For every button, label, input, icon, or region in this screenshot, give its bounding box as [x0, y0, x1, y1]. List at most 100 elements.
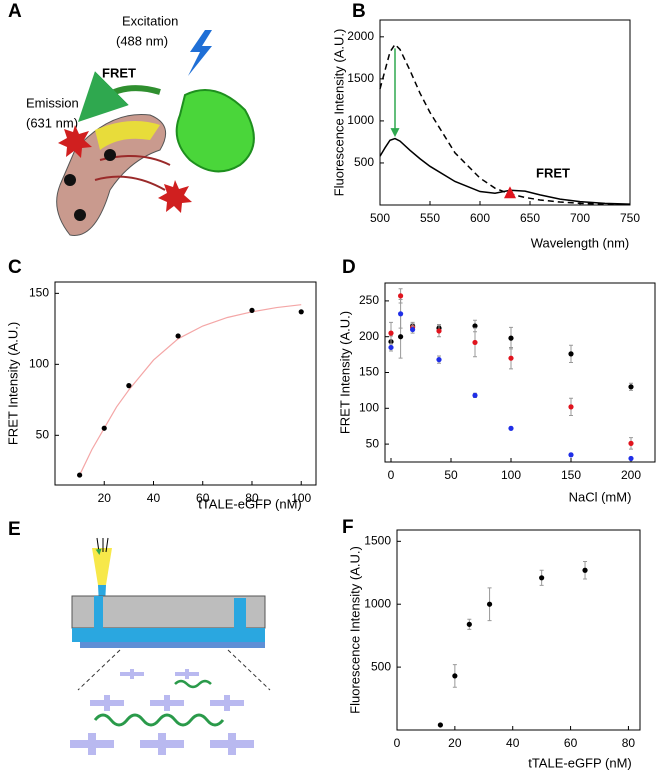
fret-label: FRET [102, 65, 136, 80]
data-point [568, 404, 574, 410]
dna-molecule [174, 679, 212, 689]
panel-label: D [342, 257, 356, 278]
x-tick-label: 150 [561, 468, 581, 482]
y-tick-label: 2000 [347, 29, 374, 43]
data-point [628, 384, 634, 390]
outlet [234, 598, 246, 634]
x-tick-label: 650 [520, 211, 540, 225]
channel [72, 628, 265, 642]
inlet [94, 596, 103, 634]
data-point [582, 567, 588, 573]
data-point [410, 326, 416, 333]
data-point [568, 351, 574, 357]
data-point [472, 339, 478, 346]
x-axis-label: Wavelength (nm) [531, 235, 630, 250]
lightning-icon [188, 30, 212, 76]
plot-frame [396, 529, 641, 731]
atom [74, 209, 86, 221]
data-point [436, 328, 442, 334]
emission-wavelength: (631 nm) [26, 115, 78, 130]
y-tick-label: 1000 [364, 596, 391, 610]
y-tick-label: 100 [29, 357, 49, 371]
data-point [249, 307, 255, 313]
y-tick-label: 1500 [364, 533, 391, 547]
x-tick-label: 40 [506, 736, 520, 750]
data-point [539, 575, 545, 581]
emission-star [158, 180, 192, 213]
fret-arrow [78, 71, 161, 122]
x-tick-label: 20 [448, 736, 462, 750]
x-tick-label: 60 [564, 736, 578, 750]
x-tick-label: 80 [245, 491, 259, 505]
panel-label: C [8, 257, 22, 278]
x-tick-label: 700 [570, 211, 590, 225]
x-tick-label: 200 [621, 468, 641, 482]
dna-molecule [93, 713, 225, 727]
plot-frame [379, 19, 631, 206]
excitation-label: Excitation [122, 13, 178, 28]
y-tick-label: 500 [371, 659, 391, 673]
y-tick-label: 1500 [347, 71, 374, 85]
data-point [472, 392, 478, 399]
data-point [508, 355, 514, 361]
data-point [398, 334, 404, 340]
x-tick-label: 550 [420, 211, 440, 225]
x-tick-label: 80 [622, 736, 636, 750]
y-axis-label: FRET Intensity (A.U.) [337, 311, 352, 434]
spectrum-line [379, 137, 631, 205]
x-tick-label: 100 [501, 468, 521, 482]
x-tick-label: 500 [370, 211, 390, 225]
data-point [486, 601, 493, 607]
data-point [126, 383, 132, 389]
chip-body [71, 595, 266, 629]
zoom-line [77, 649, 121, 691]
panel-label: E [8, 519, 21, 540]
x-axis-label: tTALE-eGFP (nM) [198, 496, 302, 511]
data-point [388, 330, 394, 336]
pipette-tip [92, 548, 112, 585]
cross-pattern [70, 669, 254, 755]
plot-frame [54, 281, 317, 486]
x-tick-label: 40 [147, 491, 161, 505]
fit-curve [79, 304, 302, 476]
x-tick-label: 100 [291, 491, 311, 505]
light-arrow [105, 537, 109, 553]
data-point [628, 455, 634, 462]
light-arrow [95, 537, 102, 555]
data-point [175, 333, 181, 339]
data-point [437, 722, 443, 728]
x-tick-label: 60 [196, 491, 210, 505]
y-tick-label: 200 [359, 329, 379, 343]
protein [175, 89, 255, 173]
x-tick-label: 750 [620, 211, 640, 225]
data-point [628, 440, 634, 446]
x-tick-label: 20 [98, 491, 112, 505]
data-point [472, 323, 478, 329]
data-point [568, 452, 574, 458]
x-tick-label: 50 [444, 468, 458, 482]
data-point [452, 673, 458, 679]
data-point [466, 621, 472, 627]
x-axis-label: NaCl (mM) [569, 489, 632, 504]
y-axis-label: FRET Intensity (A.U.) [5, 322, 20, 445]
y-tick-label: 1000 [347, 113, 374, 127]
data-point [77, 472, 83, 478]
spectrum-line [379, 43, 631, 206]
y-axis-label: Fluorescence Intensity (A.U.) [331, 29, 346, 197]
data-point [298, 309, 304, 315]
annotation: FRET [536, 165, 570, 180]
panel-a: A Excitation (488 nm) FRET Emission (631… [8, 1, 255, 236]
panel-label: A [8, 1, 22, 22]
y-tick-label: 250 [359, 293, 379, 307]
plot-frame [384, 282, 656, 463]
tale-helix [95, 121, 160, 150]
substrate [80, 642, 265, 648]
y-tick-label: 150 [359, 365, 379, 379]
y-tick-label: 150 [29, 286, 49, 300]
panel-e: E [8, 519, 271, 755]
data-point [436, 357, 442, 363]
y-tick-label: 100 [359, 400, 379, 414]
emission-star [58, 125, 92, 158]
data-point [398, 311, 404, 317]
